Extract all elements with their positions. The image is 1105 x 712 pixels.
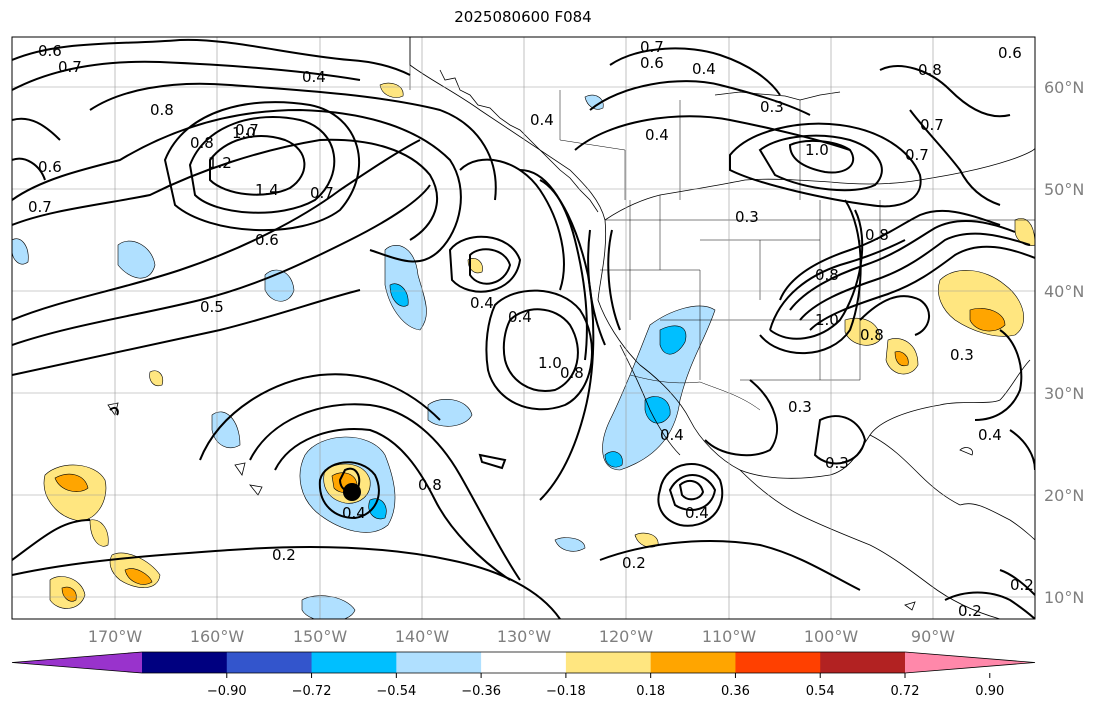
colorbar-outline: [11, 651, 1036, 674]
contour-label: 0.4: [508, 308, 532, 326]
colorbar-tick-label: −0.72: [292, 684, 332, 699]
lat-tick-label: 40°N: [1044, 282, 1084, 301]
colorbar-segment: [650, 652, 736, 673]
contour-layer: [12, 38, 1035, 619]
lon-tick-label: 110°W: [702, 627, 757, 646]
contour-label: 0.3: [760, 98, 784, 116]
colorbar-segment: [142, 652, 228, 673]
colorbar-segment: [735, 652, 821, 673]
graticule: [12, 37, 1035, 619]
colorbar-segment: [226, 652, 313, 673]
contour-label: 0.2: [272, 546, 296, 564]
contour-label: 0.4: [685, 504, 709, 522]
contour-label: 0.7: [640, 38, 664, 56]
contour-label: 0.5: [200, 298, 224, 316]
contour-label: 0.4: [530, 111, 554, 129]
contour-label: 0.7: [905, 146, 929, 164]
contour-label: 0.3: [735, 208, 759, 226]
latitude-axis: 60°N 50°N 40°N 30°N 20°N 10°N: [1044, 78, 1084, 607]
contour-label: 0.8: [918, 61, 942, 79]
lat-tick-label: 50°N: [1044, 180, 1084, 199]
contour-label: 1.0: [232, 124, 256, 142]
map-title: 2025080600 F084: [454, 8, 592, 26]
colorbar-segment: [565, 652, 652, 673]
contour-label: 0.8: [190, 134, 214, 152]
contour-label: 1.4: [255, 181, 279, 199]
contour-label: 0.4: [978, 426, 1002, 444]
lon-tick-label: 100°W: [804, 627, 859, 646]
colorbar-tick-label: −0.54: [376, 684, 416, 699]
contour-label: 1.2: [208, 154, 232, 172]
contour-label: 0.8: [865, 226, 889, 244]
colorbar-tick-label: 0.90: [975, 684, 1004, 699]
contour-label: 0.8: [418, 476, 442, 494]
colorbar: −0.90 −0.72 −0.54 −0.36 −0.18 0.18 0.36 0.54 0.7…: [11, 651, 1036, 699]
lon-tick-label: 120°W: [599, 627, 654, 646]
contour-label: 0.8: [560, 364, 584, 382]
contour-label: 0.7: [235, 121, 259, 139]
contour-label: 0.6: [255, 231, 279, 249]
shading-layer: [12, 82, 1035, 619]
colorbar-segment: [820, 652, 906, 673]
contour-label: 0.4: [645, 126, 669, 144]
colorbar-tick-label: 0.54: [806, 684, 835, 699]
contour-label: 0.8: [150, 101, 174, 119]
longitude-axis: 170°W 160°W 150°W 140°W 130°W 120°W 110°…: [88, 627, 955, 646]
colorbar-segment: [396, 652, 482, 673]
contour-labels: 0.6 0.7 0.8 0.8 1.0 1.2 1.4 0.7 0.6 0.6 …: [28, 38, 1034, 620]
contour-label: 0.4: [470, 294, 494, 312]
lon-tick-label: 160°W: [190, 627, 245, 646]
contour-label: 0.6: [640, 54, 664, 72]
lon-tick-label: 170°W: [88, 627, 143, 646]
contour-label: 1.0: [805, 141, 829, 159]
lat-tick-label: 60°N: [1044, 78, 1084, 97]
lon-tick-label: 150°W: [293, 627, 348, 646]
lon-tick-label: 90°W: [911, 627, 955, 646]
colorbar-segment: [311, 652, 397, 673]
contour-label: 0.3: [788, 398, 812, 416]
storm-center-marker: [343, 483, 361, 501]
contour-label: 1.0: [815, 311, 839, 329]
contour-label: 0.6: [38, 42, 62, 60]
lat-tick-label: 20°N: [1044, 486, 1084, 505]
contour-label: 0.4: [302, 68, 326, 86]
contour-label: 0.7: [58, 58, 82, 76]
colorbar-tick-label: 0.18: [636, 684, 665, 699]
contour-label: 0.6: [998, 44, 1022, 62]
colorbar-extend-high: [905, 652, 1035, 673]
contour-label: 0.2: [958, 602, 982, 620]
colorbar-tick-label: −0.36: [461, 684, 501, 699]
colorbar-tick-label: 0.36: [721, 684, 750, 699]
lat-tick-label: 10°N: [1044, 588, 1084, 607]
colorbar-tick-label: −0.90: [207, 684, 247, 699]
lat-tick-label: 30°N: [1044, 384, 1084, 403]
contour-label: 0.8: [860, 326, 884, 344]
contour-label: 0.7: [920, 116, 944, 134]
contour-label: 0.3: [825, 454, 849, 472]
contour-label: 0.6: [38, 158, 62, 176]
colorbar-tick-label: −0.18: [546, 684, 586, 699]
contour-label: 0.3: [950, 346, 974, 364]
contour-label: 0.8: [815, 266, 839, 284]
colorbar-extend-low: [12, 652, 142, 673]
colorbar-tick-label: 0.72: [891, 684, 920, 699]
contour-label: 0.4: [692, 60, 716, 78]
contour-label: 0.4: [660, 426, 684, 444]
contour-label: 0.2: [622, 554, 646, 572]
contour-label: 0.2: [1010, 576, 1034, 594]
contour-label: 0.4: [342, 504, 366, 522]
contour-label: 1.0: [538, 354, 562, 372]
coastline-layer: [107, 37, 1035, 619]
lon-tick-label: 140°W: [395, 627, 450, 646]
colorbar-segment: [481, 652, 567, 673]
contour-label: 0.7: [28, 198, 52, 216]
lon-tick-label: 130°W: [497, 627, 552, 646]
map-frame: [11, 36, 1036, 620]
contour-label: 0.7: [310, 184, 334, 202]
